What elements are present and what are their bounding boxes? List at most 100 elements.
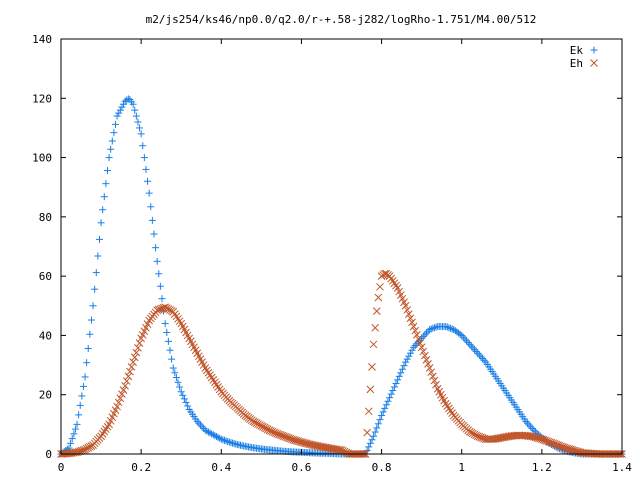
data-point-ek (379, 408, 387, 416)
series-eh (57, 269, 626, 458)
data-point-eh (416, 339, 424, 347)
data-point-eh (374, 293, 383, 302)
data-point-ek (384, 397, 392, 405)
data-point-ek (81, 373, 89, 381)
data-point-eh (403, 306, 412, 314)
x-tick-label: 0 (58, 461, 65, 474)
data-point-eh (334, 445, 343, 454)
data-point-ek (172, 374, 180, 382)
data-point-ek (471, 346, 479, 354)
data-point-ek (147, 203, 155, 211)
data-point-ek (169, 364, 177, 372)
data-point-ek (161, 320, 169, 328)
data-point-ek (408, 346, 416, 354)
data-point-ek (67, 439, 75, 447)
data-point-ek (87, 316, 95, 324)
data-point-ek (124, 95, 132, 103)
data-point-eh (69, 448, 78, 457)
data-point-ek (91, 285, 99, 293)
data-point-ek (70, 430, 78, 438)
data-point-eh (417, 343, 426, 352)
data-point-eh (313, 442, 322, 450)
data-point-ek (472, 347, 480, 355)
data-point-eh (114, 398, 123, 407)
data-point-ek (525, 421, 533, 429)
data-point-eh (411, 326, 420, 335)
data-point-ek (390, 383, 398, 391)
data-point-ek (168, 355, 176, 363)
data-point-ek (400, 362, 408, 370)
data-point-ek (174, 378, 182, 386)
data-point-eh (372, 307, 381, 315)
data-point-ek (398, 365, 406, 373)
x-tick-label: 0.8 (372, 461, 392, 474)
data-point-eh (493, 434, 501, 443)
y-tick-label: 60 (39, 270, 52, 283)
data-point-ek (164, 337, 172, 345)
data-point-ek (180, 395, 188, 403)
data-point-ek (458, 331, 466, 339)
data-point-ek (463, 337, 471, 345)
y-tick-label: 40 (39, 329, 52, 342)
data-point-ek (464, 339, 472, 347)
data-point-eh (414, 335, 423, 343)
data-point-ek (113, 112, 121, 120)
data-point-ek (382, 401, 390, 409)
data-point-ek (406, 349, 414, 357)
data-point-ek (201, 426, 209, 434)
data-point-ek (182, 398, 190, 406)
data-point-ek (184, 402, 192, 410)
data-point-ek (456, 330, 464, 338)
data-point-ek (474, 349, 482, 357)
data-point-eh (305, 440, 314, 449)
x-tick-label: 1 (458, 461, 465, 474)
data-point-eh (497, 433, 506, 442)
data-point-ek (102, 180, 110, 188)
data-point-ek (71, 425, 79, 433)
data-point-ek (204, 428, 212, 436)
data-point-ek (166, 346, 174, 354)
data-point-eh (496, 434, 505, 442)
data-point-eh (129, 358, 137, 366)
data-point-ek (92, 269, 100, 277)
data-point-ek (73, 420, 81, 428)
legend-marker-ek (590, 46, 598, 54)
data-point-ek (459, 333, 467, 341)
data-point-ek (118, 103, 126, 111)
data-point-ek (196, 421, 204, 429)
data-point-eh (429, 372, 437, 381)
x-tick-label: 0.4 (211, 461, 231, 474)
data-point-eh (404, 310, 413, 318)
data-point-eh (366, 385, 375, 394)
data-point-eh (419, 347, 428, 356)
data-point-eh (130, 353, 139, 362)
data-point-eh (127, 362, 136, 371)
legend-marker-eh (590, 59, 598, 67)
data-point-eh (499, 433, 508, 442)
data-point-ek (176, 383, 184, 391)
data-point-ek (394, 376, 402, 384)
data-point-ek (216, 434, 224, 442)
data-point-eh (412, 330, 421, 339)
data-point-ek (366, 439, 374, 447)
data-point-ek (395, 372, 403, 380)
data-point-ek (403, 355, 411, 363)
data-point-ek (134, 118, 142, 126)
data-point-ek (89, 302, 97, 310)
data-point-ek (365, 443, 373, 451)
data-point-ek (100, 193, 108, 201)
data-point-ek (429, 324, 437, 332)
data-point-eh (528, 432, 537, 441)
data-point-eh (307, 440, 315, 449)
data-point-ek (120, 100, 128, 108)
data-point-ek (212, 433, 220, 441)
data-point-ek (84, 344, 92, 352)
data-point-eh (320, 443, 328, 452)
data-point-ek (158, 295, 166, 303)
data-point-eh (124, 372, 133, 381)
data-point-ek (171, 369, 179, 377)
data-point-ek (155, 270, 163, 278)
data-point-ek (374, 420, 382, 428)
